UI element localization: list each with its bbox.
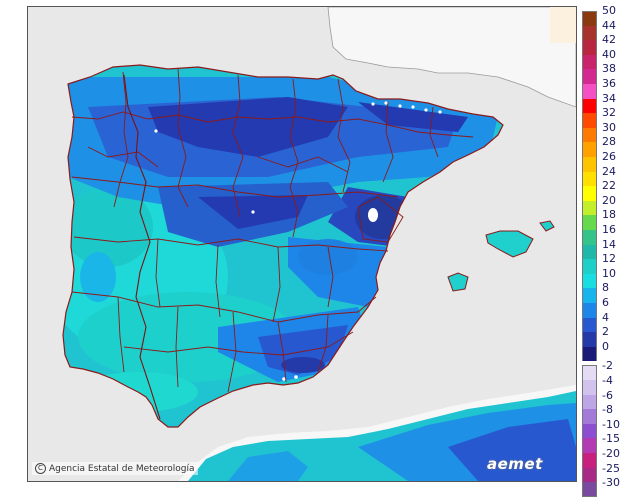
legend-swatch-30 — [582, 127, 597, 143]
legend-label-20: 20 — [602, 193, 616, 207]
legend-swatch-neg25 — [582, 467, 597, 483]
legend-swatch-28 — [582, 142, 597, 157]
legend-swatch-neg8 — [582, 409, 597, 424]
legend-swatch-neg6 — [582, 394, 597, 410]
legend-swatch-6 — [582, 303, 597, 318]
switzerland-area — [550, 7, 576, 43]
legend-label-30: 30 — [602, 120, 616, 134]
legend-label-10: 10 — [602, 266, 616, 280]
legend-label-38: 38 — [602, 62, 616, 76]
balearic-islands — [447, 220, 555, 292]
legend-label-neg2: -2 — [602, 359, 613, 373]
agency-credit: C Agencia Estatal de Meteorología — [32, 462, 198, 475]
legend-label-14: 14 — [602, 237, 616, 251]
legend-swatch-40 — [582, 54, 597, 70]
legend-label-28: 28 — [602, 135, 616, 149]
legend-swatch-22 — [582, 186, 597, 201]
legend-label-neg4: -4 — [602, 374, 613, 387]
legend-label-neg8: -8 — [602, 403, 613, 417]
portugal-border — [123, 74, 161, 420]
legend-label-8: 8 — [602, 281, 609, 295]
legend-label-16: 16 — [602, 223, 616, 236]
legend-swatch-neg30 — [582, 482, 597, 497]
legend-label-2: 2 — [602, 325, 609, 339]
legend-swatch-2 — [582, 332, 597, 347]
legend-label-34: 34 — [602, 91, 616, 105]
legend-label-18: 18 — [602, 208, 616, 222]
legend-label-26: 26 — [602, 150, 616, 163]
legend-swatch-neg10 — [582, 423, 597, 439]
legend-label-neg30: -30 — [602, 476, 620, 490]
legend-swatch-neg20 — [582, 453, 597, 468]
legend-label-22: 22 — [602, 179, 616, 193]
legend-swatch-0 — [582, 346, 597, 362]
legend-swatch-20 — [582, 200, 597, 216]
legend-label-6: 6 — [602, 296, 609, 309]
legend-label-neg25: -25 — [602, 461, 620, 475]
france-landmass — [327, 7, 576, 108]
legend-swatch-16 — [582, 230, 597, 245]
legend-label-40: 40 — [602, 47, 616, 61]
legend-swatch-34 — [582, 98, 597, 114]
legend-label-12: 12 — [602, 252, 616, 266]
legend-swatch-36 — [582, 84, 597, 99]
legend-swatch-neg15 — [582, 438, 597, 453]
aemet-logo: aemet — [487, 455, 543, 473]
africa-temperature-field — [188, 391, 576, 481]
legend-swatch-44 — [582, 25, 597, 41]
temperature-map[interactable] — [28, 7, 576, 481]
legend-swatch-12 — [582, 259, 597, 274]
legend-label-neg15: -15 — [602, 432, 620, 446]
legend-swatch-42 — [582, 40, 597, 55]
legend-swatch-26 — [582, 157, 597, 172]
legend-label-50: 50 — [602, 4, 616, 17]
legend-swatch-neg4 — [582, 380, 597, 395]
temperature-legend: 50 44 42 40 38 36 34 32 30 28 26 24 22 20 18 16 14 12 10 8 6… — [582, 5, 630, 497]
legend-label-neg10: -10 — [602, 417, 620, 431]
copyright-icon: C — [35, 463, 46, 474]
legend-label-neg6: -6 — [602, 388, 613, 402]
legend-label-24: 24 — [602, 164, 616, 178]
legend-swatch-38 — [582, 69, 597, 84]
legend-label-32: 32 — [602, 106, 616, 120]
legend-swatch-32 — [582, 113, 597, 128]
legend-swatch-14 — [582, 244, 597, 260]
legend-swatch-10 — [582, 273, 597, 289]
legend-swatch-neg2 — [582, 365, 597, 380]
iberia-temperature-field — [63, 65, 503, 427]
legend-label-36: 36 — [602, 77, 616, 90]
agency-credit-text: Agencia Estatal de Meteorología — [49, 463, 195, 474]
legend-label-0: 0 — [602, 339, 609, 353]
map-frame[interactable] — [27, 6, 577, 482]
legend-swatch-18 — [582, 215, 597, 230]
legend-swatch-50 — [582, 11, 597, 26]
legend-label-42: 42 — [602, 33, 616, 47]
legend-label-neg20: -20 — [602, 447, 620, 460]
legend-swatch-24 — [582, 171, 597, 187]
legend-swatch-8 — [582, 288, 597, 303]
legend-label-44: 44 — [602, 18, 616, 32]
legend-swatch-4 — [582, 317, 597, 333]
legend-label-4: 4 — [602, 310, 609, 324]
